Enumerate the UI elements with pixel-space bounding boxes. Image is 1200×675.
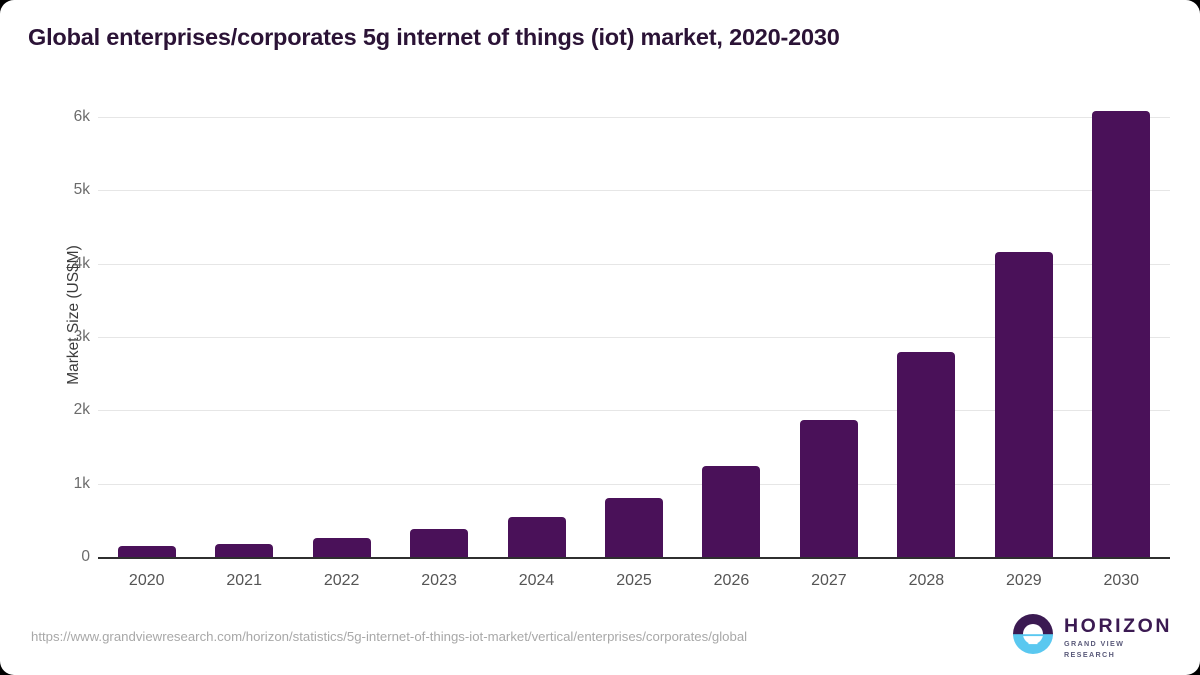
bar-2020[interactable]	[117, 546, 176, 557]
x-tick-label-2022: 2022	[323, 572, 360, 589]
bar-2022[interactable]	[312, 537, 371, 557]
horizon-logo-text: HORIZON GRAND VIEW RESEARCH	[1064, 615, 1174, 660]
horizon-logo-icon	[1012, 613, 1054, 655]
y-tick-label: 5k	[73, 181, 90, 199]
x-tick-label-2029: 2029	[1006, 572, 1042, 589]
x-tick-label-2027: 2027	[811, 572, 847, 589]
bar-2026[interactable]	[702, 465, 761, 557]
x-tick-label-2028: 2028	[908, 572, 945, 589]
x-tick-label-2020: 2020	[128, 572, 165, 589]
gridline	[98, 117, 1170, 118]
gridline	[98, 263, 1170, 265]
y-tick-label: 4k	[73, 254, 90, 272]
x-tick-label-2025: 2025	[616, 572, 652, 589]
bar-2023[interactable]	[410, 529, 469, 557]
gridline	[98, 190, 1170, 192]
y-tick-label: 2k	[73, 401, 90, 419]
x-tick-label-2030: 2030	[1103, 572, 1140, 589]
bar-2027[interactable]	[799, 419, 858, 557]
bar-2030[interactable]	[1092, 111, 1151, 557]
x-tick-label-2023: 2023	[421, 572, 457, 589]
bar-2025[interactable]	[605, 497, 663, 557]
horizon-logo: HORIZON GRAND VIEW RESEARCH	[1012, 613, 1172, 659]
bar-2028[interactable]	[897, 351, 956, 557]
x-tick-label-2021: 2021	[226, 572, 262, 589]
logo-wordmark: HORIZON	[1064, 615, 1173, 637]
gridline	[98, 337, 1170, 338]
x-tick-label-2024: 2024	[518, 572, 555, 589]
x-tick-label-2026: 2026	[713, 572, 750, 589]
bar-2029[interactable]	[994, 251, 1053, 557]
x-axis-line	[98, 557, 1170, 559]
bar-2021[interactable]	[215, 543, 274, 557]
bar-2024[interactable]	[507, 516, 566, 557]
y-tick-label: 6k	[73, 108, 90, 125]
y-axis-title: Market Size (US$M)	[65, 245, 82, 385]
gridline	[98, 410, 1170, 412]
logo-tagline: GRAND VIEW RESEARCH	[1064, 639, 1125, 659]
gridline	[98, 483, 1170, 485]
page-title: Global enterprises/corporates 5g interne…	[28, 24, 840, 50]
source-url[interactable]: https://www.grandviewresearch.com/horizo…	[31, 629, 748, 644]
y-tick-label: 3k	[73, 328, 90, 345]
y-tick-label: 1k	[73, 474, 90, 492]
y-tick-label: 0	[81, 548, 90, 565]
